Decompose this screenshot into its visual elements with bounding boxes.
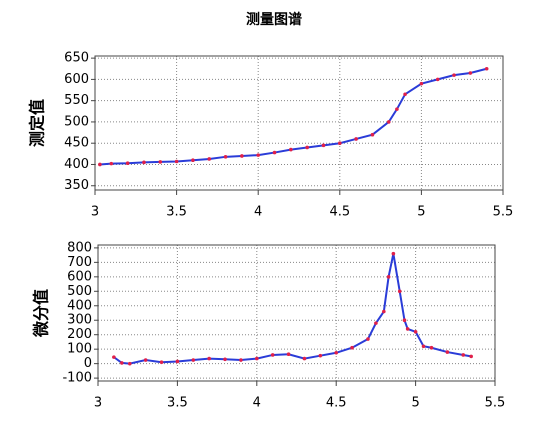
marker <box>468 71 473 75</box>
marker <box>354 137 358 141</box>
marker <box>397 289 402 294</box>
marker <box>391 251 396 256</box>
marker <box>305 145 309 150</box>
y-tick-label: 600 <box>67 269 92 284</box>
y-tick-label: 400 <box>64 157 89 172</box>
x-tick-label: 3.5 <box>166 205 187 220</box>
marker <box>413 330 418 334</box>
y-tick-label: 400 <box>67 298 92 313</box>
marker <box>302 356 307 361</box>
marker <box>98 162 102 167</box>
marker <box>254 356 259 361</box>
y-tick-label: 450 <box>64 136 89 151</box>
chart-title: 测量图谱 <box>246 11 302 28</box>
marker <box>461 353 466 357</box>
y-tick-label: 350 <box>64 178 89 193</box>
marker <box>395 107 399 111</box>
y-tick-label: 550 <box>64 93 89 108</box>
marker <box>256 153 261 157</box>
y-tick-label: 100 <box>67 342 92 357</box>
marker <box>125 161 130 165</box>
y-tick-label: 300 <box>67 313 92 328</box>
marker <box>386 275 391 279</box>
x-tick-label: 4.5 <box>326 396 347 411</box>
marker <box>158 160 163 164</box>
marker <box>338 141 342 146</box>
line <box>113 253 472 365</box>
marker <box>109 161 114 166</box>
marker <box>120 361 124 365</box>
x-tick-label: 3.5 <box>167 396 188 411</box>
x-tick-label: 4 <box>254 205 262 220</box>
marker <box>382 309 386 314</box>
marker <box>386 120 391 124</box>
x-tick-label: 3 <box>91 205 99 220</box>
line <box>99 67 487 166</box>
marker <box>429 345 434 350</box>
marker <box>207 157 212 161</box>
marker <box>223 155 228 159</box>
x-tick-label: 5.5 <box>485 396 506 411</box>
y-tick-label: 200 <box>67 327 92 342</box>
marker <box>272 150 277 155</box>
marker <box>334 350 339 355</box>
marker <box>419 81 424 86</box>
marker <box>175 359 180 364</box>
marker <box>142 160 146 165</box>
marker <box>421 344 426 349</box>
x-tick-label: 4 <box>253 396 261 411</box>
marker <box>127 361 132 366</box>
marker <box>174 159 179 164</box>
marker <box>240 154 244 158</box>
marker <box>318 353 323 358</box>
marker <box>143 358 148 362</box>
marker <box>366 337 370 341</box>
plot-frame <box>94 55 504 191</box>
y-axis-label: 测定值 <box>28 99 47 147</box>
marker <box>350 345 354 350</box>
marker <box>289 147 293 152</box>
marker <box>207 356 211 361</box>
plot-frame <box>97 244 496 382</box>
marker <box>374 321 378 325</box>
x-tick-label: 4.5 <box>329 205 350 220</box>
y-tick-label: 650 <box>64 51 89 66</box>
marker <box>270 353 275 357</box>
x-tick-label: 5 <box>411 396 419 411</box>
marker <box>435 77 440 82</box>
y-tick-label: 500 <box>67 284 92 299</box>
y-tick-label: 600 <box>64 72 89 87</box>
marker <box>452 73 456 77</box>
marker <box>159 360 164 364</box>
marker <box>112 355 116 359</box>
marker <box>469 354 473 359</box>
x-tick-label: 5.5 <box>493 205 514 220</box>
marker <box>286 352 291 357</box>
marker <box>239 358 243 362</box>
marker <box>321 143 326 148</box>
marker <box>191 158 195 163</box>
marker <box>402 318 407 323</box>
marker <box>223 357 227 362</box>
y-tick-label: 700 <box>67 255 92 270</box>
y-tick-label: 500 <box>64 114 89 129</box>
marker <box>405 327 410 331</box>
marker <box>445 350 450 354</box>
y-tick-label: 0 <box>84 356 92 371</box>
x-tick-label: 5 <box>417 205 425 220</box>
y-tick-label: -100 <box>62 371 92 386</box>
x-tick-label: 3 <box>94 396 102 411</box>
marker <box>403 92 407 97</box>
y-axis-label: 微分值 <box>32 289 51 338</box>
marker <box>484 66 489 71</box>
marker <box>191 358 196 362</box>
marker <box>370 132 375 137</box>
y-tick-label: 800 <box>67 240 92 255</box>
